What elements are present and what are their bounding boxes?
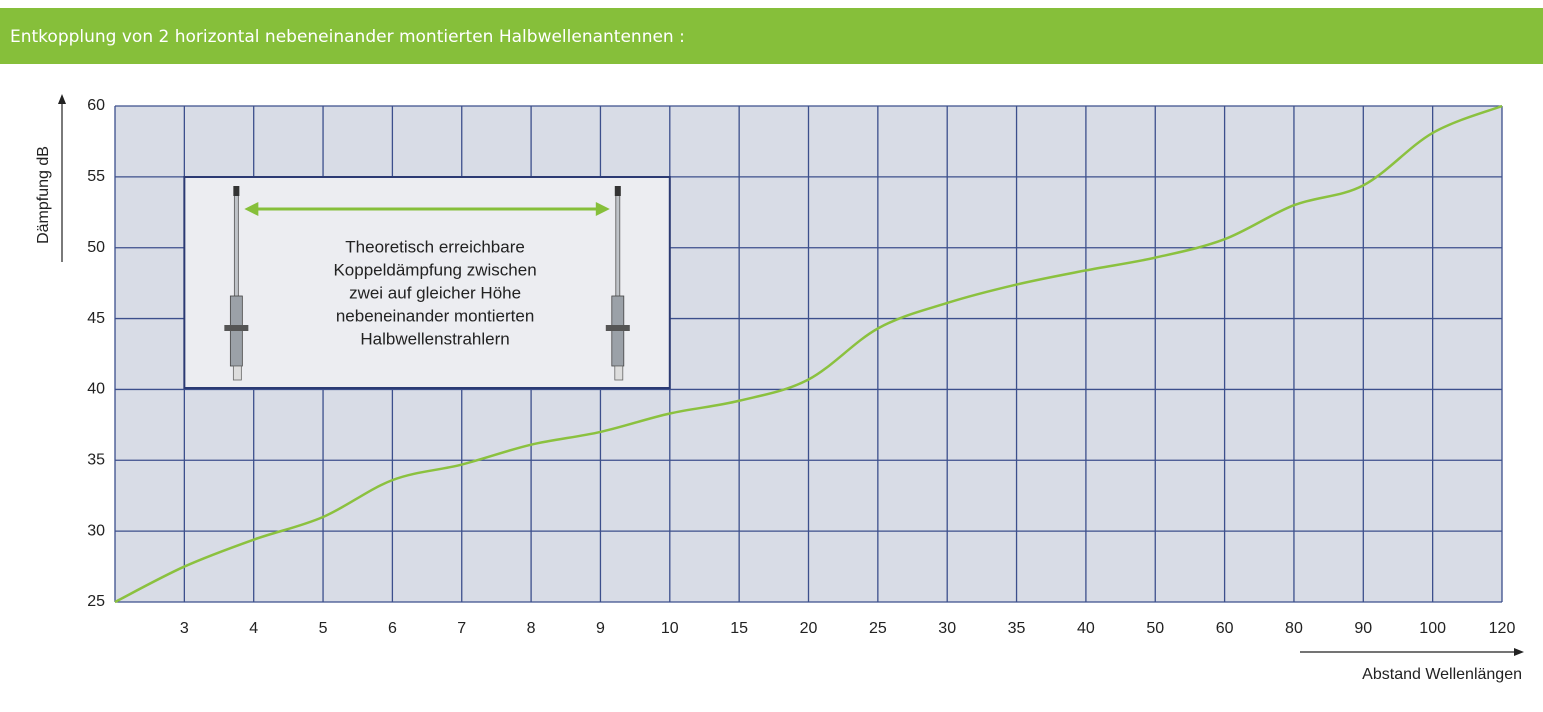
y-tick-label: 40 bbox=[87, 381, 105, 398]
y-tick-label: 60 bbox=[87, 97, 105, 114]
y-tick-label: 30 bbox=[87, 522, 105, 539]
annotation-text: Halbwellenstrahlern bbox=[360, 329, 509, 348]
antenna-tip bbox=[233, 186, 239, 196]
x-tick-label: 8 bbox=[527, 620, 536, 637]
y-arrow-head bbox=[58, 94, 66, 104]
x-tick-label: 80 bbox=[1285, 620, 1303, 637]
chart: Entkopplung von 2 horizontal nebeneinand… bbox=[0, 0, 1543, 712]
x-tick-label: 7 bbox=[457, 620, 466, 637]
x-tick-label: 100 bbox=[1419, 620, 1446, 637]
antenna-tip bbox=[615, 186, 621, 196]
antenna-foot bbox=[233, 366, 241, 380]
x-tick-label: 60 bbox=[1216, 620, 1234, 637]
x-tick-label: 50 bbox=[1146, 620, 1164, 637]
annotation-text: zwei auf gleicher Höhe bbox=[349, 283, 521, 302]
x-tick-label: 30 bbox=[938, 620, 956, 637]
chart-title: Entkopplung von 2 horizontal nebeneinand… bbox=[10, 27, 685, 47]
x-tick-label: 40 bbox=[1077, 620, 1095, 637]
annotation-text: Koppeldämpfung zwischen bbox=[333, 260, 536, 279]
annotation-text: Theoretisch erreichbare bbox=[345, 237, 525, 256]
annotation-text: nebeneinander montierten bbox=[336, 306, 534, 325]
x-arrow-head bbox=[1514, 648, 1524, 656]
page: {"chart_data": {"type": "line", "title":… bbox=[0, 0, 1543, 712]
x-tick-label: 10 bbox=[661, 620, 679, 637]
x-tick-label: 4 bbox=[249, 620, 258, 637]
x-tick-label: 20 bbox=[800, 620, 818, 637]
antenna-mast bbox=[616, 188, 620, 298]
antenna-clamp bbox=[224, 325, 248, 331]
x-tick-label: 35 bbox=[1008, 620, 1026, 637]
x-tick-label: 9 bbox=[596, 620, 605, 637]
x-tick-label: 15 bbox=[730, 620, 748, 637]
x-axis-label: Abstand Wellenlängen bbox=[1362, 666, 1522, 683]
y-tick-label: 35 bbox=[87, 452, 105, 469]
x-tick-label: 6 bbox=[388, 620, 397, 637]
x-tick-label: 90 bbox=[1354, 620, 1372, 637]
antenna-foot bbox=[615, 366, 623, 380]
antenna-clamp bbox=[606, 325, 630, 331]
x-tick-label: 3 bbox=[180, 620, 189, 637]
y-tick-label: 45 bbox=[87, 310, 105, 327]
y-axis-label: Dämpfung dB bbox=[35, 146, 52, 244]
y-tick-label: 25 bbox=[87, 593, 105, 610]
x-tick-label: 25 bbox=[869, 620, 887, 637]
y-tick-label: 55 bbox=[87, 168, 105, 185]
x-tick-label: 120 bbox=[1489, 620, 1516, 637]
x-tick-label: 5 bbox=[319, 620, 328, 637]
y-tick-label: 50 bbox=[87, 239, 105, 256]
antenna-mast bbox=[234, 188, 238, 298]
